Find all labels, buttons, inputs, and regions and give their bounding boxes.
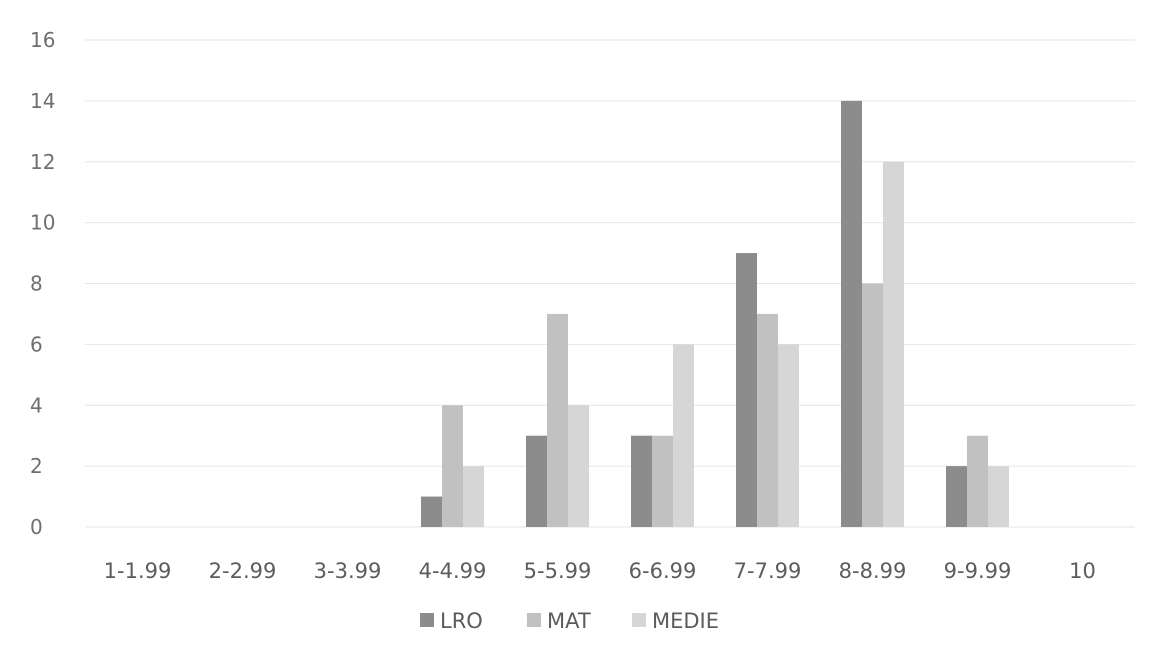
legend-swatch-lro xyxy=(420,613,434,627)
x-tick-label: 7-7.99 xyxy=(734,559,802,583)
bar-lro-4-4.99 xyxy=(421,496,442,527)
bar-mat-5-5.99 xyxy=(547,313,568,527)
x-tick-label: 10 xyxy=(1069,559,1096,583)
gridlines xyxy=(85,39,1135,528)
bar-lro-8-8.99 xyxy=(841,100,862,527)
y-tick-label: 14 xyxy=(30,89,55,113)
y-tick-label: 4 xyxy=(30,393,43,417)
bar-mat-9-9.99 xyxy=(967,435,988,527)
legend-swatch-mat xyxy=(527,613,541,627)
bar-medie-8-8.99 xyxy=(883,161,904,527)
x-tick-label: 3-3.99 xyxy=(314,559,382,583)
y-tick-label: 0 xyxy=(30,515,43,539)
bar-lro-9-9.99 xyxy=(946,466,967,527)
y-tick-label: 8 xyxy=(30,272,43,296)
y-tick-label: 16 xyxy=(30,28,55,52)
bar-medie-5-5.99 xyxy=(568,405,589,527)
bar-medie-7-7.99 xyxy=(778,344,799,527)
bar-medie-4-4.99 xyxy=(463,466,484,527)
bar-lro-6-6.99 xyxy=(631,435,652,527)
y-tick-label: 10 xyxy=(30,211,55,235)
bar-medie-6-6.99 xyxy=(673,344,694,527)
bar-medie-9-9.99 xyxy=(988,466,1009,527)
bar-lro-7-7.99 xyxy=(736,253,757,527)
legend-label-lro: LRO xyxy=(440,609,483,633)
legend-swatch-medie xyxy=(632,613,646,627)
bar-mat-8-8.99 xyxy=(862,283,883,527)
y-axis-ticks: 0 2 4 6 8 10 12 14 16 xyxy=(30,28,55,539)
bars xyxy=(421,100,1009,527)
x-tick-label: 6-6.99 xyxy=(629,559,697,583)
legend: LRO MAT MEDIE xyxy=(420,609,719,633)
bar-mat-6-6.99 xyxy=(652,435,673,527)
x-axis-ticks: 1-1.99 2-2.99 3-3.99 4-4.99 5-5.99 6-6.99 7-7.… xyxy=(104,559,1096,583)
x-tick-label: 9-9.99 xyxy=(944,559,1012,583)
x-tick-label: 8-8.99 xyxy=(839,559,907,583)
legend-label-mat: MAT xyxy=(547,609,591,633)
y-tick-label: 2 xyxy=(30,454,43,478)
x-tick-label: 4-4.99 xyxy=(419,559,487,583)
bar-mat-4-4.99 xyxy=(442,405,463,527)
x-tick-label: 5-5.99 xyxy=(524,559,592,583)
y-tick-label: 12 xyxy=(30,150,55,174)
y-tick-label: 6 xyxy=(30,332,43,356)
x-tick-label: 2-2.99 xyxy=(209,559,277,583)
legend-label-medie: MEDIE xyxy=(652,609,719,633)
bar-lro-5-5.99 xyxy=(526,435,547,527)
x-tick-label: 1-1.99 xyxy=(104,559,172,583)
bar-mat-7-7.99 xyxy=(757,313,778,527)
